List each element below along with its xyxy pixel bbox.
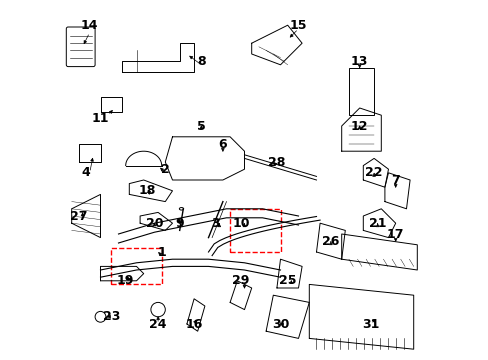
Text: 27: 27 <box>70 210 87 222</box>
Text: 9: 9 <box>175 217 183 230</box>
Text: 20: 20 <box>145 217 163 230</box>
Text: 11: 11 <box>92 112 109 125</box>
Text: 2: 2 <box>161 163 169 176</box>
Text: 23: 23 <box>102 310 120 323</box>
Bar <box>348 68 373 115</box>
Text: 25: 25 <box>278 274 296 287</box>
Text: 15: 15 <box>289 19 306 32</box>
Text: 22: 22 <box>365 166 382 179</box>
Text: 14: 14 <box>81 19 98 32</box>
Text: 5: 5 <box>197 120 205 132</box>
Text: 3: 3 <box>211 217 220 230</box>
Text: 12: 12 <box>350 120 367 132</box>
Text: 24: 24 <box>149 318 166 330</box>
Text: 4: 4 <box>81 166 90 179</box>
Text: 1: 1 <box>157 246 166 258</box>
Text: 18: 18 <box>138 184 156 197</box>
Text: 7: 7 <box>390 174 399 186</box>
Text: 30: 30 <box>271 318 288 330</box>
Text: 10: 10 <box>232 217 249 230</box>
Text: 17: 17 <box>386 228 404 240</box>
Text: 26: 26 <box>322 235 339 248</box>
Text: 8: 8 <box>197 55 205 68</box>
FancyBboxPatch shape <box>66 27 95 67</box>
Text: 28: 28 <box>267 156 285 168</box>
Text: 6: 6 <box>218 138 227 150</box>
Bar <box>230 209 280 252</box>
Text: 13: 13 <box>350 55 367 68</box>
Text: 21: 21 <box>368 217 386 230</box>
Text: 29: 29 <box>232 274 249 287</box>
Text: 31: 31 <box>361 318 378 330</box>
Text: 16: 16 <box>185 318 203 330</box>
Bar <box>111 248 162 284</box>
Text: 19: 19 <box>117 274 134 287</box>
